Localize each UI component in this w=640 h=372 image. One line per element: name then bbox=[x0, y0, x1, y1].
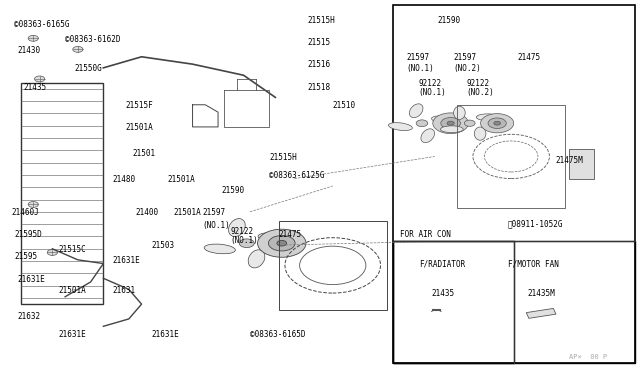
Text: 21475: 21475 bbox=[278, 230, 301, 239]
Text: ©08363-6165D: ©08363-6165D bbox=[250, 330, 305, 339]
Text: 21501A: 21501A bbox=[173, 208, 201, 217]
Text: 21632: 21632 bbox=[17, 311, 40, 321]
Circle shape bbox=[28, 35, 38, 41]
Ellipse shape bbox=[228, 219, 245, 237]
Ellipse shape bbox=[440, 126, 463, 132]
Text: 21597: 21597 bbox=[202, 208, 225, 217]
Text: 21501A: 21501A bbox=[167, 175, 195, 184]
Text: ©08363-6165G: ©08363-6165G bbox=[14, 20, 70, 29]
Text: F/MOTOR FAN: F/MOTOR FAN bbox=[508, 260, 559, 269]
Ellipse shape bbox=[410, 104, 423, 118]
Text: 21475: 21475 bbox=[518, 53, 541, 62]
Text: ©08363-6162D: ©08363-6162D bbox=[65, 35, 120, 44]
Text: FOR AIR CON: FOR AIR CON bbox=[399, 230, 451, 239]
Circle shape bbox=[416, 120, 428, 126]
Circle shape bbox=[73, 46, 83, 52]
Text: 21597: 21597 bbox=[454, 53, 477, 62]
Text: 21518: 21518 bbox=[307, 83, 330, 92]
Circle shape bbox=[28, 202, 38, 208]
Bar bbox=[457, 105, 565, 208]
Text: 21430: 21430 bbox=[17, 46, 40, 55]
Ellipse shape bbox=[421, 129, 435, 142]
Ellipse shape bbox=[248, 250, 265, 268]
Text: 21515: 21515 bbox=[307, 38, 330, 47]
Text: 21480: 21480 bbox=[113, 175, 136, 184]
Text: (NO.2): (NO.2) bbox=[454, 64, 481, 73]
Circle shape bbox=[441, 118, 460, 129]
Circle shape bbox=[35, 76, 45, 82]
Ellipse shape bbox=[454, 106, 465, 119]
Text: 21501: 21501 bbox=[132, 149, 155, 158]
Text: 21590: 21590 bbox=[438, 16, 461, 25]
Circle shape bbox=[257, 229, 306, 257]
Text: ©08363-6125G: ©08363-6125G bbox=[269, 171, 324, 180]
Text: 21501A: 21501A bbox=[59, 286, 86, 295]
Text: 92122: 92122 bbox=[419, 79, 442, 88]
Circle shape bbox=[277, 240, 287, 246]
Ellipse shape bbox=[476, 114, 499, 121]
Circle shape bbox=[481, 113, 514, 133]
Bar bbox=[278, 221, 387, 310]
Text: 21460J: 21460J bbox=[11, 208, 38, 217]
Bar bbox=[20, 83, 103, 304]
Text: 21631E: 21631E bbox=[17, 275, 45, 283]
Ellipse shape bbox=[258, 233, 289, 243]
Text: 21631: 21631 bbox=[113, 286, 136, 295]
Circle shape bbox=[494, 121, 500, 125]
Ellipse shape bbox=[388, 123, 412, 131]
Text: 21435M: 21435M bbox=[527, 289, 555, 298]
Text: 21631E: 21631E bbox=[113, 256, 141, 265]
Text: 21435: 21435 bbox=[431, 289, 454, 298]
Text: 21515C: 21515C bbox=[59, 245, 86, 254]
Text: 21515H: 21515H bbox=[269, 153, 297, 162]
Text: 92122: 92122 bbox=[467, 79, 490, 88]
Text: (NO.1): (NO.1) bbox=[231, 236, 259, 245]
Text: 21597: 21597 bbox=[406, 53, 429, 62]
Text: 21550G: 21550G bbox=[75, 64, 102, 73]
Text: F/RADIATOR: F/RADIATOR bbox=[419, 260, 465, 269]
Circle shape bbox=[447, 121, 454, 125]
Ellipse shape bbox=[474, 127, 486, 140]
Bar bbox=[394, 241, 636, 363]
Text: 21515H: 21515H bbox=[307, 16, 335, 25]
Bar bbox=[394, 241, 515, 363]
Text: 21515F: 21515F bbox=[125, 101, 154, 110]
Text: 21595: 21595 bbox=[14, 253, 37, 262]
Circle shape bbox=[465, 120, 475, 126]
Text: (NO.2): (NO.2) bbox=[467, 88, 494, 97]
Text: 21510: 21510 bbox=[333, 101, 356, 110]
Text: 21435: 21435 bbox=[24, 83, 47, 92]
Bar bbox=[568, 149, 594, 179]
Text: 21400: 21400 bbox=[135, 208, 158, 217]
Text: 21590: 21590 bbox=[221, 186, 244, 195]
Text: 21631E: 21631E bbox=[59, 330, 86, 339]
Circle shape bbox=[433, 113, 468, 134]
Text: 21501A: 21501A bbox=[125, 123, 154, 132]
Text: 92122: 92122 bbox=[231, 227, 254, 235]
Text: AP×  00 P: AP× 00 P bbox=[568, 353, 607, 359]
Ellipse shape bbox=[431, 116, 456, 124]
Polygon shape bbox=[526, 308, 556, 318]
Text: (NO.1): (NO.1) bbox=[419, 88, 447, 97]
Text: (NO.1): (NO.1) bbox=[406, 64, 434, 73]
Text: 21516: 21516 bbox=[307, 61, 330, 70]
Text: 21595D: 21595D bbox=[14, 230, 42, 239]
Circle shape bbox=[47, 250, 58, 256]
Circle shape bbox=[488, 118, 506, 128]
Text: 21631E: 21631E bbox=[151, 330, 179, 339]
Circle shape bbox=[268, 235, 295, 251]
Text: ⓝ08911-1052G: ⓝ08911-1052G bbox=[508, 219, 563, 228]
Text: 21503: 21503 bbox=[151, 241, 174, 250]
Text: 21475M: 21475M bbox=[556, 157, 584, 166]
Bar bbox=[394, 5, 636, 363]
Circle shape bbox=[239, 239, 254, 247]
Text: (NO.1): (NO.1) bbox=[202, 221, 230, 230]
Ellipse shape bbox=[204, 244, 236, 254]
